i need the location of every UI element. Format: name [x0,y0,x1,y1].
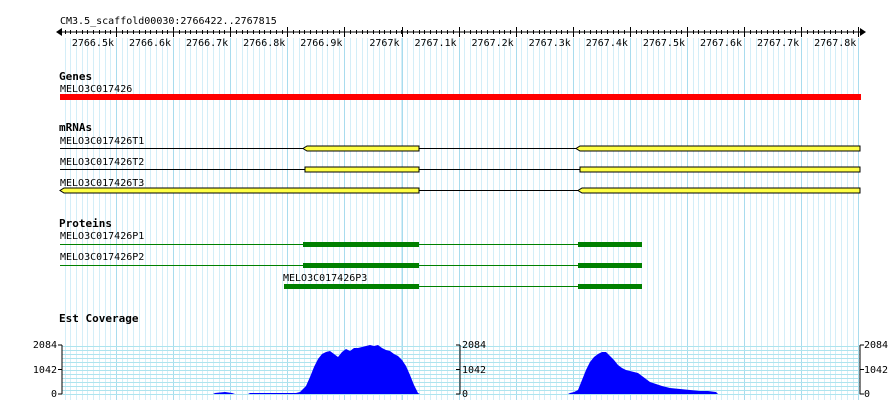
scroll-right-icon[interactable] [860,28,866,36]
scale-ticks: 2766.5k 2766.6k 2766.7k 2766.8k 2766.9k 2767k… [65,27,859,49]
scale-tick-label: 2767.2k [472,38,514,49]
axis-label-min: 0 [51,389,57,400]
mrnas-track: mRNAs MELO3C017426T1 MELO3C017426T2 MELO… [59,121,861,194]
mrna-feature-t2[interactable]: MELO3C017426T2 [60,157,861,173]
axis-label-max: 2084 [33,340,57,351]
axis-label-max: 2084 [864,340,888,351]
est-coverage-track: Est Coverage 2084 1042 0 2084 1042 0 [33,312,888,400]
scale-tick-label: 2767.5k [643,38,685,49]
axis-label-min: 0 [462,389,468,400]
scale-tick-label: 2767k [369,38,399,49]
genes-track-title: Genes [59,70,92,83]
axis-label-mid: 1042 [864,365,888,376]
genes-track: Genes MELO3C017426 [59,70,861,100]
scale-tick-label: 2766.8k [243,38,285,49]
coverage-axis-right: 2084 1042 0 [859,340,888,400]
scale-tick-label: 2766.9k [300,38,342,49]
mrna-label: MELO3C017426T2 [60,157,144,168]
protein-feature-p3[interactable]: MELO3C017426P3 [283,273,642,289]
scale-tick-label: 2767.3k [529,38,571,49]
scale-tick-label: 2767.7k [757,38,799,49]
protein-label: MELO3C017426P1 [60,231,144,242]
protein-feature-p1[interactable]: MELO3C017426P1 [60,231,642,247]
scale-bar: CM3.5_scaffold00030:2766422..2767815 276… [56,16,866,49]
scroll-left-icon[interactable] [56,28,62,36]
axis-label-mid: 1042 [33,365,57,376]
mrna-label: MELO3C017426T1 [60,136,144,147]
proteins-track-title: Proteins [59,217,112,230]
coverage-histogram[interactable] [213,345,718,394]
scale-tick-label: 2767.4k [586,38,628,49]
coverage-axis-left: 2084 1042 0 [33,340,63,400]
axis-label-mid: 1042 [462,365,486,376]
scale-tick-label: 2767.1k [414,38,456,49]
mrna-feature-t3[interactable]: MELO3C017426T3 [59,178,861,194]
mrnas-track-title: mRNAs [59,121,92,134]
protein-label: MELO3C017426P3 [283,273,367,284]
scale-tick-label: 2767.6k [700,38,742,49]
coverage-track-title: Est Coverage [59,312,139,325]
axis-label-max: 2084 [462,340,486,351]
protein-label: MELO3C017426P2 [60,252,144,263]
proteins-track: Proteins MELO3C017426P1 MELO3C017426P2 M… [59,217,642,289]
coverage-axis-middle: 2084 1042 0 [456,340,486,400]
protein-feature-p2[interactable]: MELO3C017426P2 [60,252,642,268]
scale-tick-label: 2766.7k [186,38,228,49]
gene-feature-bar[interactable] [60,94,861,100]
scale-tick-label: 2767.8k [814,38,856,49]
axis-label-min: 0 [864,389,870,400]
scale-title: CM3.5_scaffold00030:2766422..2767815 [60,16,277,27]
scale-tick-label: 2766.5k [72,38,114,49]
mrna-label: MELO3C017426T3 [60,178,144,189]
coverage-grid [62,346,860,395]
mrna-feature-t1[interactable]: MELO3C017426T1 [60,136,861,152]
scale-tick-label: 2766.6k [129,38,171,49]
gene-label: MELO3C017426 [60,84,132,95]
